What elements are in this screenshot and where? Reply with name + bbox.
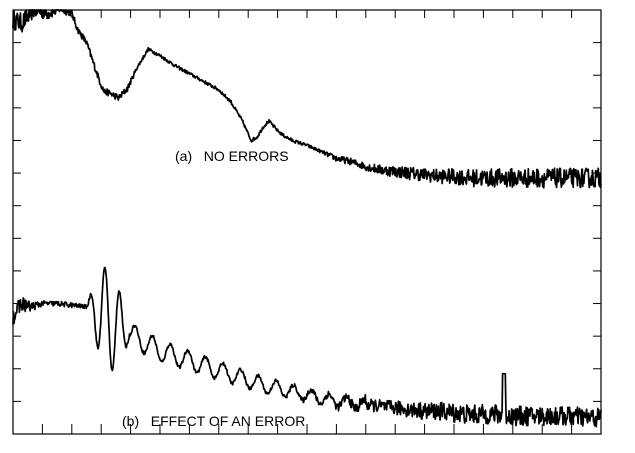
series-b-trace [12, 266, 602, 428]
annotation-b: (b) EFFECT OF AN ERROR [122, 413, 305, 429]
tick-marks [12, 9, 602, 435]
plot-frame [12, 9, 602, 435]
annotation-a: (a) NO ERRORS [175, 148, 289, 164]
series-a-trace [12, 9, 602, 189]
